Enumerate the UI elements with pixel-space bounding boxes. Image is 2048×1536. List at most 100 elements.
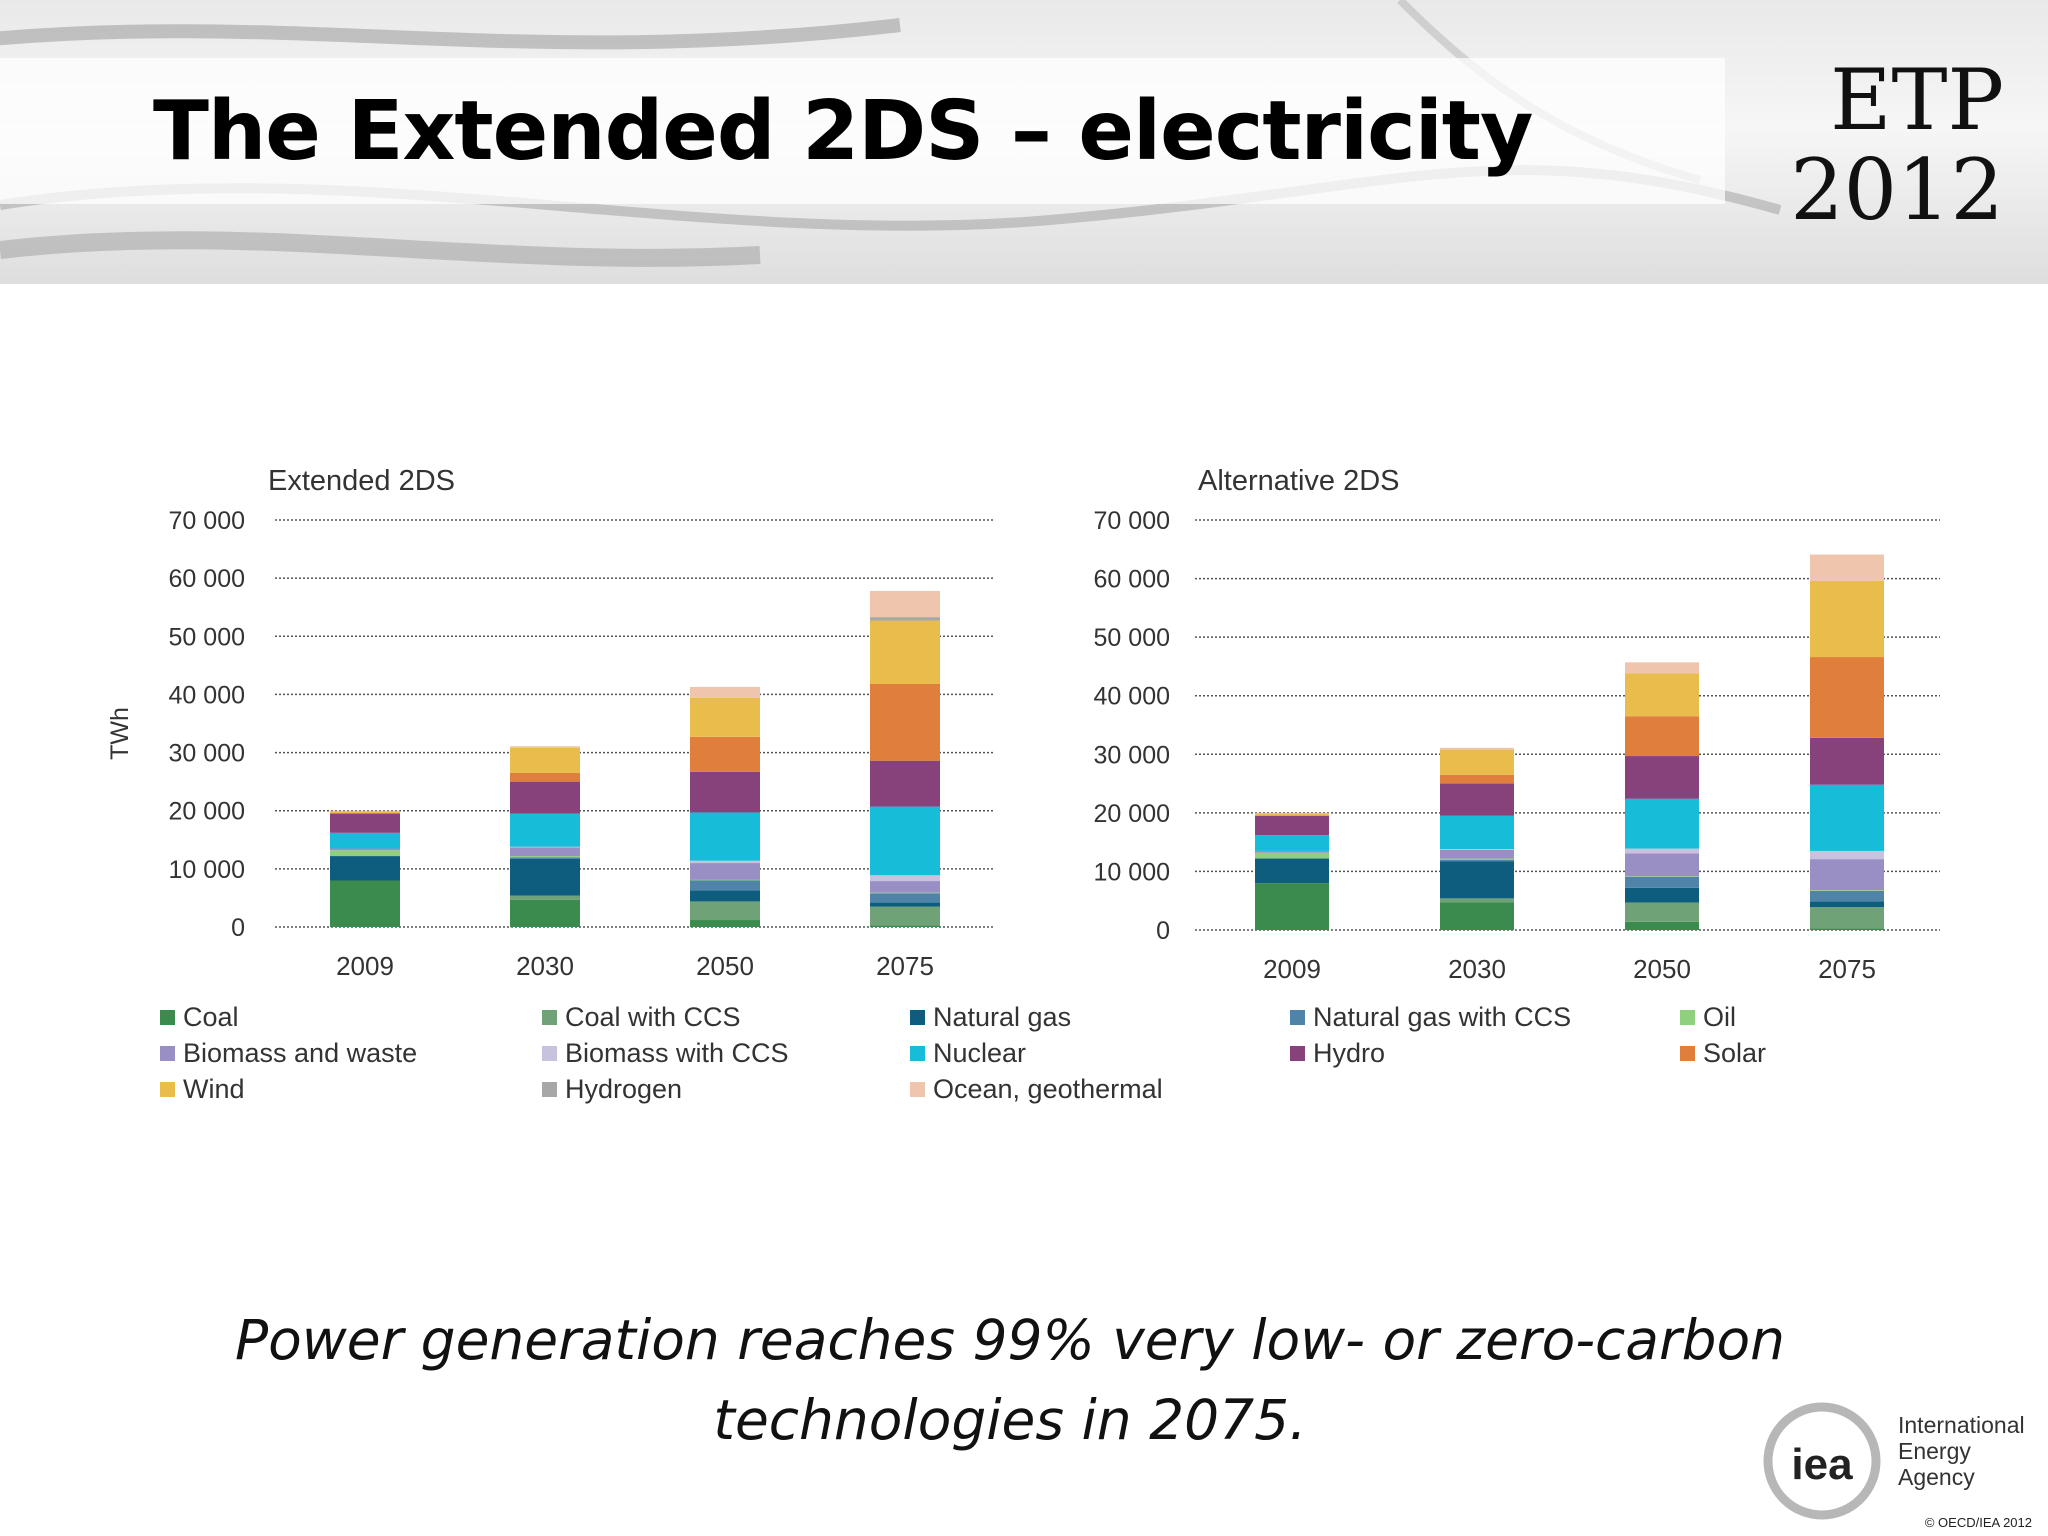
bar-segment-biomass-and-waste [1255,850,1329,853]
bar-segment-coal-with-ccs [510,895,580,900]
legend-item-coal-with-ccs: Coal with CCS [542,1000,741,1034]
bar-segment-wind [870,620,940,684]
bar-segment-solar [1810,657,1884,738]
bar-segment-hydro [1625,756,1699,799]
legend-label: Hydro [1313,1037,1386,1068]
bar-segment-oil [1810,890,1884,891]
legend-label: Ocean, geothermal [933,1073,1163,1104]
bar-segment-natural-gas [870,902,940,907]
bar-segment-oil [1625,876,1699,877]
bar-segment-natural-gas [690,890,760,902]
bar-segment-biomass-with-ccs [1625,848,1699,854]
bar-segment-biomass-and-waste [1810,859,1884,891]
bar-segment-coal [870,925,940,927]
legend-swatch [910,1009,925,1025]
bar-segment-solar [690,736,760,772]
y-tick-label: 70 000 [169,507,245,535]
y-axis-label: TWh [106,707,134,760]
bar-segment-biomass-and-waste [510,847,580,857]
slide-title: The Extended 2DS – electricity [153,84,1533,179]
legend-label: Biomass with CCS [565,1037,789,1068]
legend-item-wind: Wind [160,1072,245,1106]
legend-swatch [160,1009,175,1025]
slide-caption: Power generation reaches 99% very low- o… [150,1300,1870,1460]
extended-2ds-chart: Extended 2DS 0 10 000 20 000 30 000 40 000 50 … [106,465,995,981]
legend-swatch [542,1045,557,1061]
legend-item-natural-gas: Natural gas [910,1000,1071,1034]
y-tick-label: 40 000 [1094,683,1170,711]
legend-label: Coal with CCS [565,1001,741,1032]
x-tick-label: 2050 [1633,954,1691,984]
bar-segment-biomass-with-ccs [870,875,940,882]
bar-segment-coal [1255,883,1329,930]
bar-segment-ocean-geothermal [690,686,760,698]
bar-segment-coal [690,920,760,927]
x-tick-label: 2050 [696,951,754,981]
bar-segment-biomass-and-waste [1440,849,1514,859]
bar-segment-coal [1810,928,1884,930]
bar-segment-coal [1440,902,1514,930]
chart-title: Extended 2DS [268,465,455,497]
legend-label: Nuclear [933,1037,1027,1068]
bar-segment-solar [1255,815,1329,816]
chart-title: Alternative 2DS [1198,465,1400,497]
bar-segment-biomass-with-ccs [1440,849,1514,850]
y-tick-label: 30 000 [1094,741,1170,769]
iea-name-line1: International [1898,1412,2025,1438]
bar-segment-natural-gas-with-ccs [1810,890,1884,902]
bar-segment-coal-with-ccs [1625,902,1699,922]
bar-segment-nuclear [1255,835,1329,851]
bar-segment-wind [690,697,760,737]
legend-item-coal: Coal [160,1000,239,1034]
alternative-2ds-chart: Alternative 2DS 0 10 000 20 000 30 000 40 000… [1094,465,1940,984]
bar-segment-hydro [870,760,940,807]
legend-item-nuclear: Nuclear [910,1036,1026,1070]
bar-segment-natural-gas [330,856,400,881]
bar-segment-nuclear [330,832,400,849]
bar-segment-wind [510,747,580,773]
bar-segment-coal [330,880,400,927]
iea-name-line2: Energy Agency [1898,1438,1975,1490]
bar-segment-biomass-and-waste [870,881,940,893]
y-tick-label: 60 000 [1094,566,1170,594]
x-tick-label: 2009 [336,951,394,981]
legend-swatch [160,1081,175,1097]
bar-segment-biomass-with-ccs [690,860,760,864]
bar-segment-oil [330,850,400,857]
bar-segment-nuclear [870,806,940,876]
y-tick-label: 10 000 [1094,858,1170,886]
bar-segment-nuclear [1625,798,1699,849]
bar-segment-natural-gas [510,858,580,896]
bar-segment-hydro [1810,737,1884,785]
x-tick-label: 2009 [1263,954,1321,984]
legend-swatch [1290,1009,1305,1025]
bar-segment-ocean-geothermal [1625,662,1699,674]
legend-swatch [160,1045,175,1061]
bar-segment-natural-gas [1255,858,1329,884]
bar-segment-hydro [330,813,400,833]
legend-swatch [1680,1009,1695,1025]
bar-segment-wind [1440,749,1514,775]
bar-segment-coal [1625,921,1699,930]
legend-label: Natural gas [933,1001,1072,1032]
legend-item-solar: Solar [1680,1036,1766,1070]
bar-segment-natural-gas [1810,901,1884,908]
legend-item-biomass-with-ccs: Biomass with CCS [542,1036,789,1070]
bar-segment-hydro [510,781,580,814]
bar-segment-ocean-geothermal [870,590,940,618]
bar-segment-hydro [1255,815,1329,836]
bar-segment-wind [1625,673,1699,717]
iea-logo-icon: iea [1763,1402,1881,1520]
y-tick-label: 0 [1156,917,1170,945]
bar-segment-nuclear [1440,815,1514,850]
legend-item-biomass-and-waste: Biomass and waste [160,1036,417,1070]
iea-logo-text: iea [1791,1440,1853,1489]
bar-segment-natural-gas-with-ccs [870,893,940,903]
bar-segment-biomass-with-ccs [1810,850,1884,860]
legend-swatch [1680,1045,1695,1061]
y-tick-label: 20 000 [169,798,245,826]
bar-segment-coal-with-ccs [1440,898,1514,903]
y-tick-label: 20 000 [1094,800,1170,828]
x-tick-label: 2075 [876,951,934,981]
legend-item-ocean-geothermal: Ocean, geothermal [910,1072,1163,1106]
